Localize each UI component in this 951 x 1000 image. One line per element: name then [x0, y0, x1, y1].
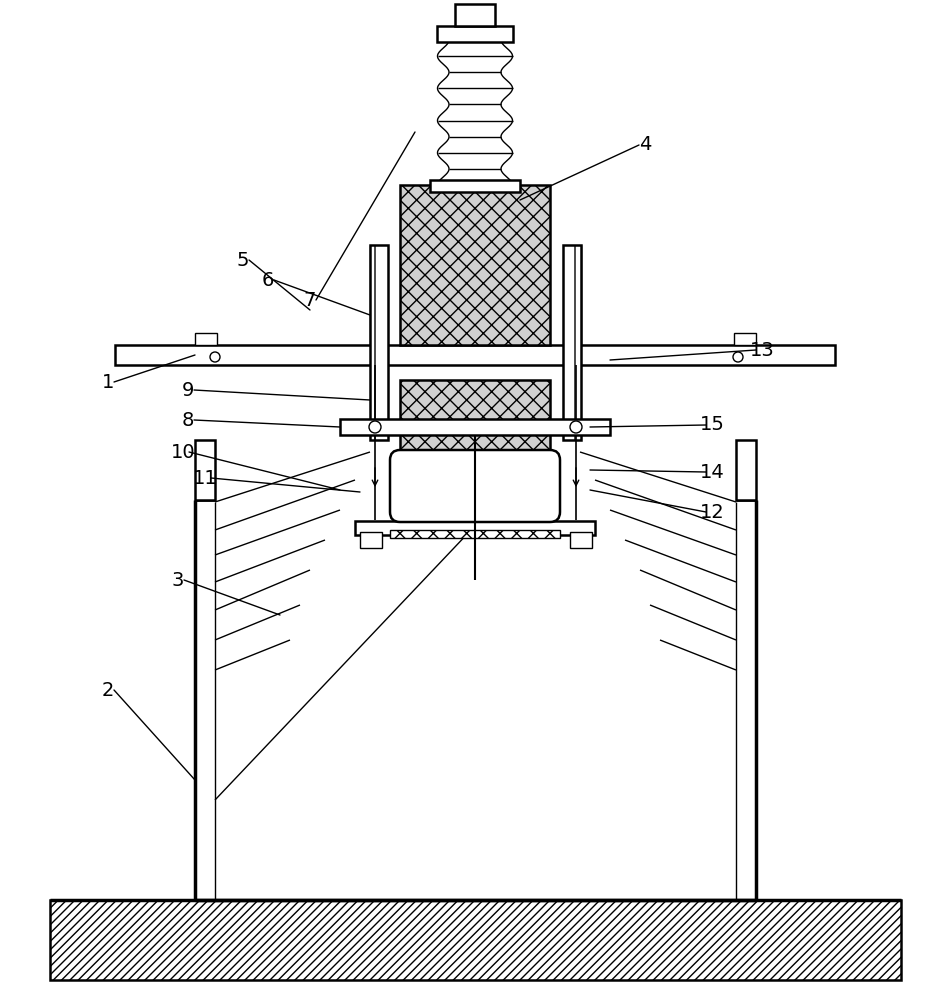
Bar [430, 180, 520, 192]
Circle shape [210, 352, 220, 362]
Text: 9: 9 [182, 380, 194, 399]
Text: 14: 14 [700, 462, 725, 482]
Circle shape [570, 421, 582, 433]
Bar [455, 4, 495, 26]
Bar [115, 345, 835, 365]
Circle shape [733, 352, 743, 362]
Text: 13: 13 [749, 340, 774, 360]
Text: 11: 11 [193, 468, 218, 488]
Text: 12: 12 [700, 502, 725, 522]
Bar [736, 440, 756, 500]
Bar [195, 440, 215, 500]
Bar [563, 245, 581, 440]
Bar [195, 333, 217, 345]
Text: 5: 5 [237, 250, 249, 269]
Text: 10: 10 [170, 442, 195, 462]
Text: 7: 7 [303, 290, 316, 310]
FancyBboxPatch shape [390, 450, 560, 522]
Text: 3: 3 [172, 570, 184, 589]
Text: 1: 1 [102, 372, 114, 391]
Bar [340, 419, 610, 435]
Circle shape [369, 421, 381, 433]
Bar [437, 26, 513, 42]
Bar [50, 900, 901, 980]
Bar [734, 333, 756, 345]
Text: 2: 2 [102, 680, 114, 700]
Text: 4: 4 [639, 135, 651, 154]
Bar [570, 532, 592, 548]
Text: 8: 8 [182, 410, 194, 430]
Text: 6: 6 [262, 270, 274, 290]
Bar [390, 530, 560, 538]
Bar [360, 532, 382, 548]
Text: 15: 15 [700, 416, 725, 434]
Bar [400, 185, 550, 345]
Bar [400, 380, 550, 510]
Bar [370, 245, 388, 440]
Bar [355, 521, 595, 535]
